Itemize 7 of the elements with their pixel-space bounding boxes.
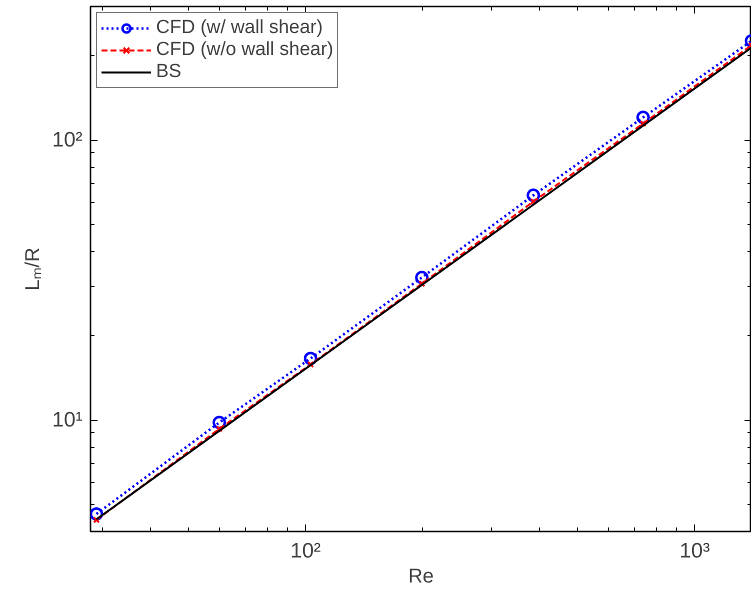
legend-label: CFD (w/ wall shear) — [156, 17, 323, 39]
x-tick-label: 10³ — [679, 540, 710, 562]
y-tick-label: 10¹ — [52, 408, 83, 432]
legend-label: CFD (w/o wall shear) — [156, 39, 334, 61]
legend-label: BS — [156, 61, 182, 83]
y-axis-title: Lₘ/R — [22, 247, 44, 291]
x-axis-title: Re — [408, 566, 434, 588]
